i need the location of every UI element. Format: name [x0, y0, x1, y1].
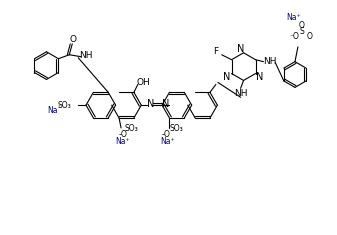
Text: ⁺: ⁺: [58, 105, 61, 110]
Text: -O: -O: [162, 130, 171, 139]
Text: O: O: [299, 21, 305, 30]
Text: N: N: [162, 99, 170, 109]
Text: Na⁺: Na⁺: [287, 13, 301, 22]
Text: ⁻O: ⁻O: [289, 32, 299, 41]
Text: S: S: [300, 27, 304, 35]
Text: F: F: [213, 47, 218, 56]
Text: N: N: [147, 99, 154, 109]
Text: SO₃: SO₃: [124, 124, 138, 133]
Text: SO₃: SO₃: [170, 124, 183, 133]
Text: Na: Na: [47, 106, 58, 115]
Text: O: O: [70, 35, 77, 44]
Text: N: N: [256, 71, 263, 82]
Text: Na⁺: Na⁺: [116, 137, 130, 146]
Text: O: O: [307, 32, 313, 41]
Text: NH: NH: [234, 89, 247, 98]
Text: N: N: [237, 44, 244, 54]
Text: SO₃: SO₃: [57, 101, 71, 110]
Text: NH: NH: [263, 57, 276, 66]
Text: -O: -O: [119, 130, 127, 139]
Text: OH: OH: [137, 78, 151, 87]
Text: NH: NH: [79, 51, 93, 60]
Text: N: N: [223, 71, 230, 82]
Text: Na⁺: Na⁺: [160, 137, 175, 146]
